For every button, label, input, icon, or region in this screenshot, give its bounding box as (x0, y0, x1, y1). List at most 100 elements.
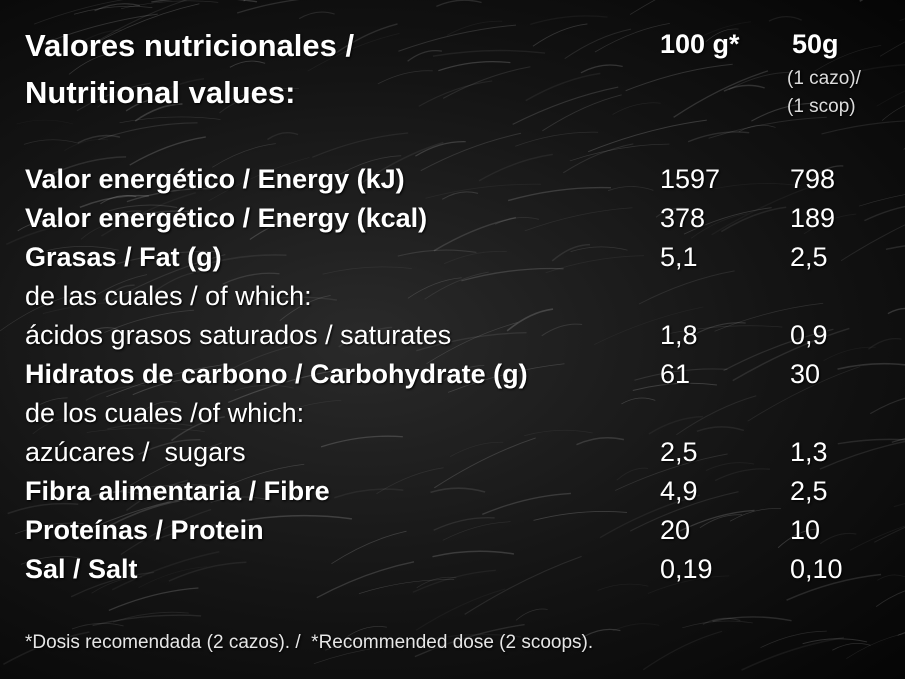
texture-streak (632, 382, 718, 392)
texture-streak (708, 116, 827, 139)
texture-streak (120, 508, 212, 555)
texture-streak (593, 306, 704, 345)
texture-streak (444, 250, 507, 265)
texture-streak (313, 643, 418, 664)
texture-streak (138, 439, 201, 456)
texture-streak (642, 630, 723, 671)
texture-streak (564, 28, 632, 60)
texture-streak (524, 207, 633, 232)
texture-streak (316, 561, 415, 599)
row-label: de las cuales / of which: (25, 281, 312, 311)
texture-streak (433, 216, 517, 252)
texture-streak (714, 468, 771, 482)
texture-streak (112, 611, 189, 623)
texture-streak (358, 579, 455, 594)
value-100g: 5,1 (660, 242, 698, 272)
texture-streak (23, 139, 79, 145)
texture-streak (151, 0, 258, 3)
texture-streak (594, 22, 670, 53)
texture-streak (98, 122, 198, 141)
value-50g: 0,10 (790, 554, 843, 584)
texture-streak (109, 254, 226, 303)
texture-streak (859, 0, 864, 2)
texture-streak (580, 64, 623, 74)
texture-streak (846, 633, 905, 659)
texture-streak (143, 401, 178, 411)
texture-streak (819, 532, 857, 545)
texture-streak (397, 249, 477, 257)
texture-streak (25, 397, 68, 414)
texture-streak (634, 368, 728, 381)
texture-streak (542, 94, 622, 132)
texture-streak (325, 639, 389, 651)
texture-streak (416, 576, 457, 589)
texture-streak (679, 509, 755, 532)
value-50g: 2,5 (790, 242, 828, 272)
texture-streak (92, 614, 202, 627)
texture-streak (74, 29, 122, 47)
texture-streak (447, 363, 565, 393)
texture-streak (648, 415, 703, 435)
value-50g: 0,9 (790, 320, 828, 350)
texture-streak (563, 143, 634, 174)
texture-streak (858, 194, 905, 207)
texture-streak (712, 616, 792, 622)
texture-streak (111, 250, 217, 266)
texture-streak (482, 492, 571, 516)
texture-streak (867, 338, 902, 350)
texture-streak (347, 626, 387, 637)
column-header: 50g (792, 29, 839, 59)
texture-streak (414, 623, 525, 658)
texture-streak (747, 366, 861, 422)
texture-streak (338, 326, 393, 348)
texture-streak (478, 153, 554, 182)
texture-streak (683, 207, 772, 235)
texture-streak (714, 302, 824, 332)
texture-streak (494, 216, 540, 225)
texture-streak (33, 0, 124, 25)
texture-streak (91, 576, 142, 594)
texture-streak (76, 82, 151, 112)
texture-streak (530, 15, 608, 26)
texture-streak (702, 617, 741, 625)
texture-streak (612, 623, 660, 632)
texture-streak (442, 521, 511, 541)
value-50g: 798 (790, 164, 836, 194)
texture-streak (814, 45, 882, 72)
texture-streak (570, 246, 628, 253)
texture-streak (446, 20, 503, 36)
texture-streak (673, 70, 769, 118)
texture-streak (320, 435, 403, 448)
texture-streak (16, 119, 74, 125)
texture-streak (897, 632, 905, 636)
texture-streak (512, 86, 619, 125)
texture-streak (802, 638, 868, 645)
texture-streak (720, 206, 787, 233)
texture-streak (515, 131, 599, 147)
title-line: Nutritional values: (25, 75, 296, 110)
texture-streak (588, 119, 707, 153)
texture-streak (108, 204, 178, 212)
value-100g: 2,5 (660, 437, 698, 467)
row-label: Hidratos de carbono / Carbohydrate (g) (25, 359, 528, 389)
texture-streak (506, 308, 554, 332)
texture-streak (107, 422, 193, 430)
texture-streak (108, 587, 199, 611)
texture-streak (119, 116, 221, 124)
texture-streak (377, 70, 433, 85)
column-note: (1 scop) (787, 96, 856, 117)
texture-streak (597, 583, 649, 591)
texture-streak (219, 94, 263, 114)
texture-streak (705, 28, 739, 43)
texture-streak (126, 479, 188, 512)
value-100g: 1597 (660, 164, 721, 194)
texture-streak (20, 555, 79, 565)
texture-streak (168, 561, 247, 582)
texture-streak (690, 213, 748, 239)
texture-streak (873, 526, 905, 543)
title-line: Valores nutricionales / (25, 28, 355, 63)
texture-streak (3, 631, 90, 666)
texture-streak (881, 105, 905, 121)
row-label: Sal / Salt (25, 554, 138, 584)
texture-streak (425, 183, 542, 199)
